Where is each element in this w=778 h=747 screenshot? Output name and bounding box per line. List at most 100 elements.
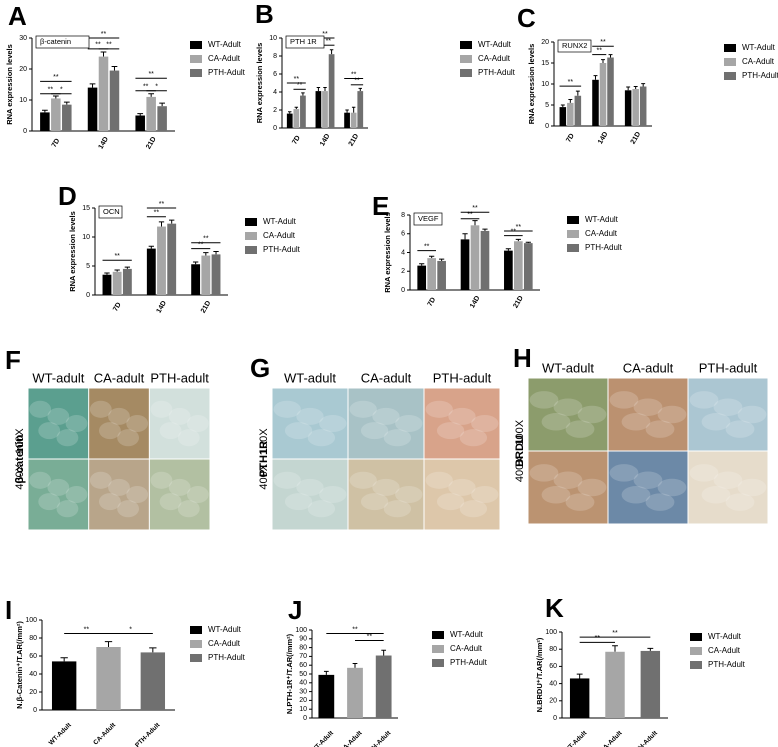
legend-swatch	[690, 633, 702, 641]
y-tick-label: 5	[86, 263, 90, 270]
legend-swatch	[460, 69, 472, 77]
column-label: PTH-adult	[433, 370, 492, 385]
chart-panel: E 0 2 4 6 8 RNA expression levels WT-Adult CA-Ad…	[372, 191, 623, 310]
significance-label: **	[53, 74, 59, 81]
bar	[592, 79, 599, 126]
gene-label: RUNX2	[562, 41, 587, 50]
tissue-texture	[307, 500, 336, 518]
x-tick-label: PTH-Adult	[632, 729, 660, 747]
tissue-texture	[126, 414, 149, 433]
legend-swatch	[432, 631, 444, 639]
error-bar	[462, 233, 468, 240]
tissue-texture	[645, 420, 675, 438]
x-tick-label: 14D	[98, 136, 110, 151]
error-bar	[381, 649, 387, 656]
bar	[51, 661, 77, 710]
legend-label: WT-Adult	[208, 625, 242, 634]
bar	[574, 95, 582, 126]
error-bar	[345, 109, 349, 113]
x-tick-label: WT-Adult	[563, 729, 589, 747]
significance-label: **	[612, 630, 618, 637]
column-label: WT-adult	[32, 370, 84, 385]
tissue-texture	[577, 405, 607, 424]
tissue-texture	[565, 493, 595, 511]
x-tick-label: 14D	[597, 131, 609, 146]
error-bar	[89, 83, 96, 88]
micrograph	[424, 459, 500, 530]
error-bar	[149, 647, 157, 653]
y-tick-label: 20	[549, 698, 557, 705]
error-bar	[482, 228, 488, 231]
y-tick-label: 0	[273, 125, 277, 132]
bar	[437, 260, 446, 290]
y-axis-label: N.BRDU⁺/T.AR(/mm²)	[535, 637, 544, 712]
panel-letter: D	[58, 181, 77, 211]
error-bar	[124, 266, 131, 269]
significance-label: **	[84, 626, 90, 633]
tissue-texture	[609, 464, 639, 482]
chart-panel: D 0 5 10 15 RNA expression levels WT-Adult CA-A…	[58, 181, 301, 315]
tissue-texture	[360, 422, 389, 440]
bar	[357, 91, 364, 128]
y-tick-label: 20	[299, 697, 307, 704]
bar	[347, 667, 363, 718]
tissue-texture	[395, 414, 423, 433]
tissue-texture	[713, 398, 743, 416]
stain-label: β-catenin	[14, 434, 26, 483]
tissue-texture	[701, 486, 731, 504]
gene-box	[557, 39, 592, 53]
y-tick-label: 20	[29, 689, 37, 696]
legend-label: WT-Adult	[708, 632, 742, 641]
bar	[51, 98, 61, 131]
legend-label: WT-Adult	[263, 217, 297, 226]
tissue-texture	[725, 420, 755, 438]
error-bar	[576, 673, 583, 679]
tissue-texture	[372, 478, 400, 496]
tissue-texture	[177, 500, 200, 518]
y-tick-label: 0	[553, 715, 557, 722]
tissue-texture	[459, 429, 488, 447]
tissue-texture	[360, 493, 389, 511]
legend-swatch	[190, 41, 202, 49]
bar	[504, 250, 513, 290]
tissue-texture	[471, 414, 499, 433]
y-tick-label: 30	[19, 35, 27, 42]
error-bar	[419, 263, 425, 266]
y-tick-label: 40	[299, 680, 307, 687]
tissue-texture	[645, 493, 675, 511]
error-bar	[104, 641, 113, 647]
y-tick-label: 60	[549, 663, 557, 670]
bar	[87, 87, 98, 131]
x-tick-label: PTH-Adult	[134, 721, 162, 747]
x-tick-label: 21D	[145, 136, 157, 151]
tissue-texture	[186, 485, 209, 504]
tissue-texture	[89, 471, 112, 489]
legend-swatch	[245, 246, 257, 254]
micrograph	[688, 451, 768, 524]
significance-label: **	[352, 626, 358, 633]
bar	[122, 268, 132, 295]
bar	[201, 255, 211, 295]
significance-label: *	[60, 87, 63, 94]
bar	[632, 89, 639, 126]
legend-swatch	[190, 654, 202, 662]
error-bar	[612, 645, 618, 652]
error-bar	[626, 86, 631, 91]
legend-label: PTH-Adult	[208, 653, 246, 662]
y-tick-label: 15	[82, 205, 90, 212]
bar	[639, 86, 647, 126]
y-tick-label: 6	[401, 231, 405, 238]
tissue-texture	[150, 400, 173, 418]
tissue-texture	[177, 429, 200, 447]
significance-label: **	[198, 241, 204, 248]
tissue-texture	[38, 493, 61, 511]
y-tick-label: 40	[29, 671, 37, 678]
tissue-texture	[307, 429, 336, 447]
error-bar	[111, 66, 118, 71]
gene-label: VEGF	[418, 214, 439, 223]
y-axis-label: RNA expression levels	[68, 211, 77, 292]
y-tick-label: 100	[25, 617, 37, 624]
